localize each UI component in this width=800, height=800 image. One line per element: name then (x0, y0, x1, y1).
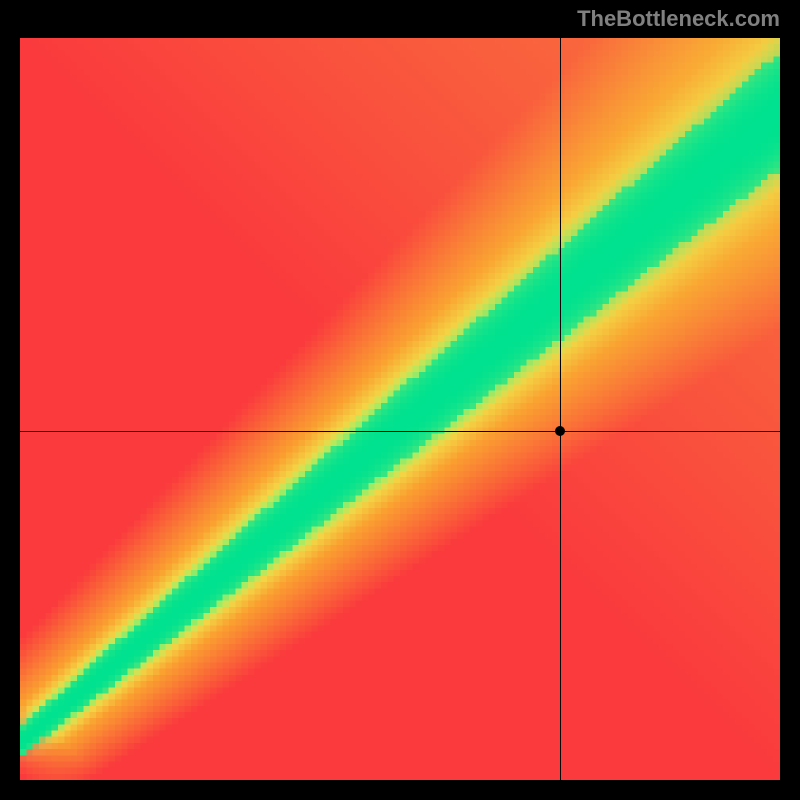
crosshair-vertical (560, 38, 561, 780)
chart-container: TheBottleneck.com (0, 0, 800, 800)
crosshair-horizontal (20, 431, 780, 432)
heatmap-canvas (20, 38, 780, 780)
crosshair-marker-dot (555, 426, 565, 436)
plot-area (20, 38, 780, 780)
attribution-label: TheBottleneck.com (577, 6, 780, 32)
